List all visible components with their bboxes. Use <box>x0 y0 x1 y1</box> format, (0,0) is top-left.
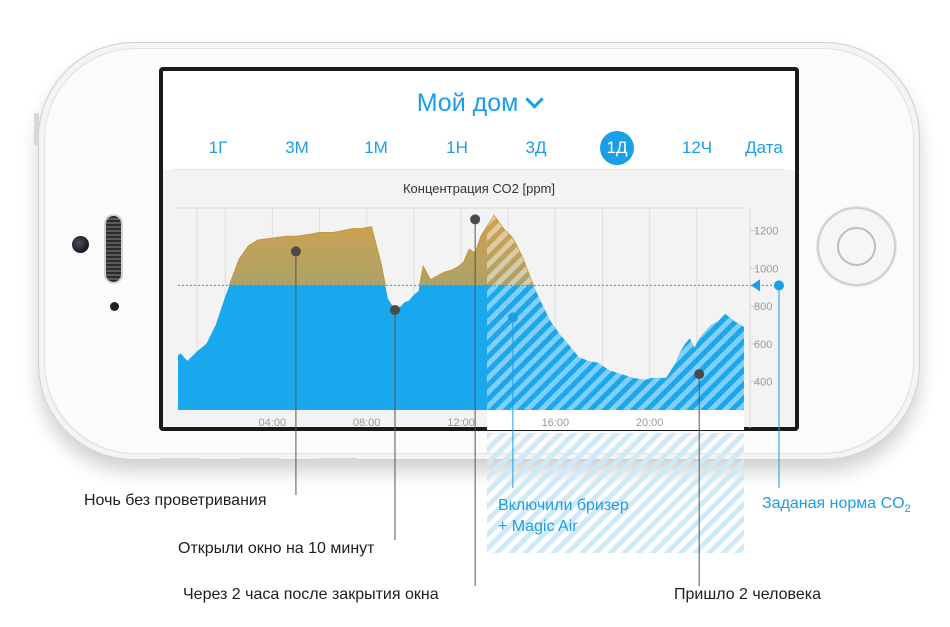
co2-line-over-norm <box>228 214 535 286</box>
tab-1y[interactable]: 1Г <box>208 138 228 157</box>
y-tick-label: 1200 <box>754 226 778 238</box>
x-tick-label: 04:00 <box>259 417 287 429</box>
callout-after-close-dot <box>470 214 481 225</box>
home-button[interactable] <box>817 207 896 286</box>
tab-1d[interactable]: 1Д <box>600 131 634 165</box>
y-tick-label: 600 <box>754 339 772 351</box>
callout-window-open-dot <box>389 304 400 315</box>
tabs-divider <box>173 169 785 170</box>
callout-night-dot <box>290 246 301 257</box>
period-tabs: 1Г 3М 1М 1Н 3Д 1Д 12Ч Дата <box>163 131 795 169</box>
hatch-gap <box>486 410 744 430</box>
volume-up-button <box>160 458 200 463</box>
front-camera <box>72 236 89 253</box>
home-title: Мой дом <box>416 89 519 117</box>
proximity-sensor <box>110 302 119 311</box>
x-tick-label: 20:00 <box>636 417 664 429</box>
chart-plot <box>178 214 774 553</box>
y-tick-label: 1000 <box>754 263 778 275</box>
annotation-night: Ночь без проветривания <box>84 492 267 509</box>
callout-breezer-dot <box>507 312 518 323</box>
x-tick-label: 16:00 <box>542 417 570 429</box>
breezer-hatch-region <box>486 215 744 410</box>
chart-markers <box>290 214 784 586</box>
power-button <box>318 458 358 463</box>
annotation-norm-text: Заданая норма CO <box>762 495 905 512</box>
tab-1m[interactable]: 1М <box>364 138 388 157</box>
annotation-norm: Заданая норма CO2 <box>762 495 911 515</box>
annotation-after-close: Через 2 часа после закрытия окна <box>183 586 439 603</box>
earpiece-speaker <box>106 216 121 282</box>
tab-12h[interactable]: 12Ч <box>681 138 713 157</box>
tab-1w[interactable]: 1Н <box>446 138 468 157</box>
annotation-breezer: Включили бризер + Magic Air <box>498 495 629 537</box>
x-tick-label: 12:00 <box>447 417 475 429</box>
chart-ticks: 04:00 08:00 12:00 16:00 20:00 1200 1000 800 600 4… <box>259 226 779 429</box>
breezer-hatch-extension <box>486 433 744 553</box>
tab-date[interactable]: Дата <box>745 138 783 157</box>
volume-down-button <box>240 458 280 463</box>
norm-marker-icon <box>751 279 760 292</box>
annotation-people: Пришло 2 человека <box>674 586 821 603</box>
tab-3d[interactable]: 3Д <box>525 138 547 157</box>
x-tick-label: 08:00 <box>353 417 381 429</box>
callout-people-dot <box>694 369 705 380</box>
tab-3m[interactable]: 3М <box>285 138 309 157</box>
home-selector[interactable]: Мой дом <box>163 89 795 118</box>
mute-switch <box>34 113 39 145</box>
y-tick-label: 800 <box>754 301 772 313</box>
annotation-breezer-line2: + Magic Air <box>498 518 578 535</box>
annotation-breezer-line1: Включили бризер <box>498 497 629 514</box>
annotation-window-open: Открыли окно на 10 минут <box>178 540 375 557</box>
y-tick-label: 400 <box>754 377 772 389</box>
annotation-norm-subscript: 2 <box>904 503 911 516</box>
co2-area-over-norm <box>229 215 534 286</box>
chart-title: Концентрация СО2 [ppm] <box>402 181 556 196</box>
